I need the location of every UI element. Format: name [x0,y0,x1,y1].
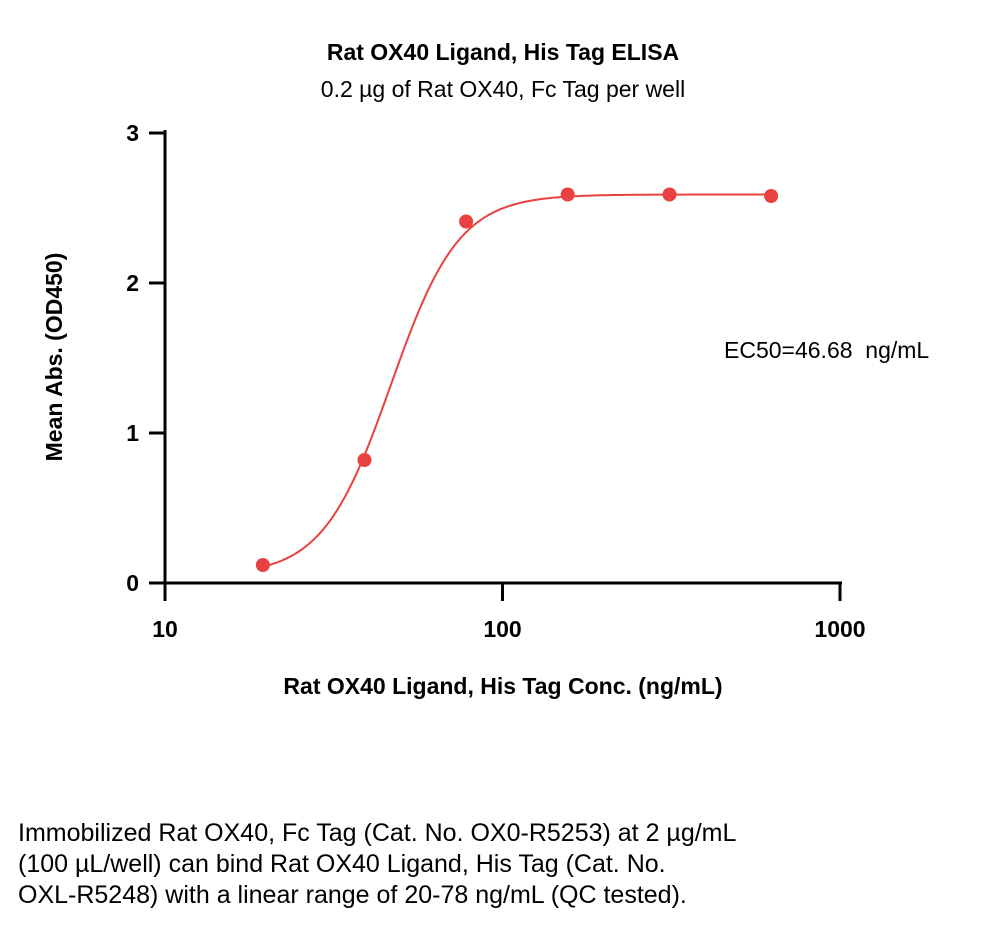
data-point [255,558,270,572]
data-point [764,189,779,203]
y-tick-label: 3 [126,120,139,146]
tick-labels: 0 1 2 3 10 100 1000 [126,120,865,642]
data-point [560,187,575,202]
fit-curve [262,193,772,568]
x-tick-label: 10 [152,616,178,642]
x-axis-label: Rat OX40 Ligand, His Tag Conc. (ng/mL) [283,673,722,699]
elisa-chart: Rat OX40 Ligand, His Tag ELISA 0.2 µg of… [41,39,929,699]
data-point [459,214,474,229]
y-tick-label: 2 [126,270,139,296]
caption-line-3: OXL-R5248) with a linear range of 20-78 … [18,881,687,909]
chart-subtitle: 0.2 µg of Rat OX40, Fc Tag per well [321,76,685,102]
y-tick-label: 1 [126,420,139,446]
series-group [255,187,779,572]
chart-title: Rat OX40 Ligand, His Tag ELISA [327,39,679,65]
figure-caption: Immobilized Rat OX40, Fc Tag (Cat. No. O… [18,818,978,911]
data-point [357,453,372,467]
caption-line-1: Immobilized Rat OX40, Fc Tag (Cat. No. O… [18,819,737,847]
x-tick-label: 1000 [814,616,865,642]
ec50-annotation: EC50=46.68 ng/mL [724,337,929,363]
caption-line-2: (100 µL/well) can bind Rat OX40 Ligand, … [18,850,666,878]
data-point [662,187,677,202]
ticks [149,131,842,601]
y-tick-label: 0 [126,570,139,596]
x-tick-label: 100 [483,616,521,642]
y-axis-label: Mean Abs. (OD450) [41,253,67,462]
